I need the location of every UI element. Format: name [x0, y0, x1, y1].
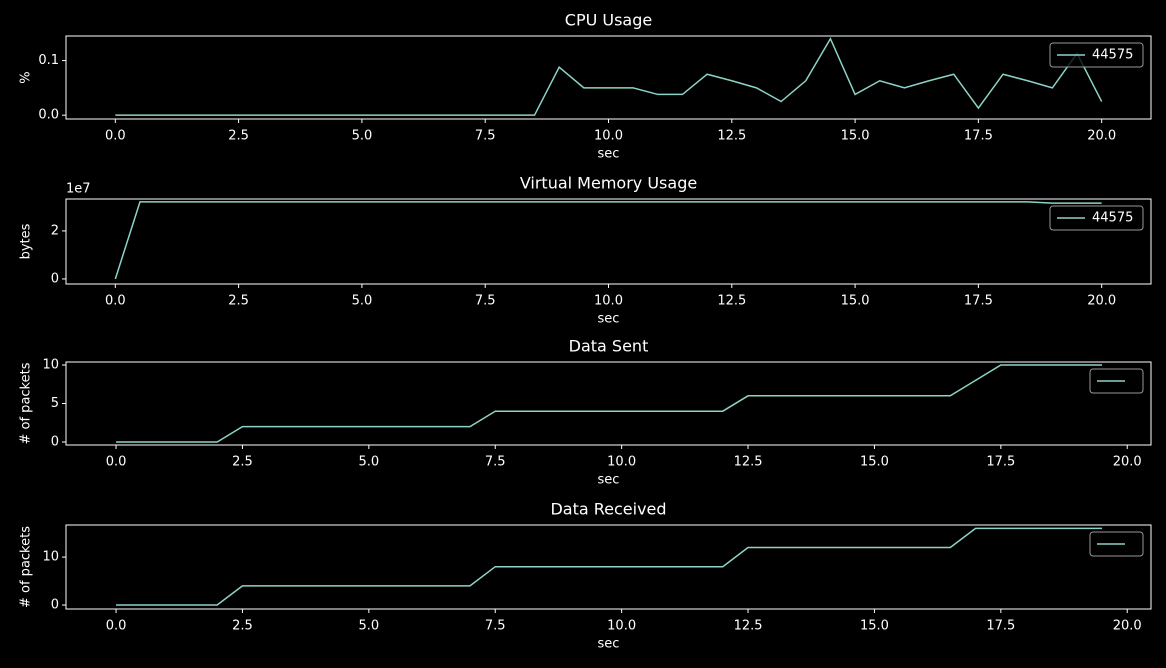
x-axis-label: sec — [598, 637, 620, 652]
data-line — [116, 527, 1102, 606]
y-axis-label: % — [19, 71, 34, 83]
offset-text: 1e7 — [66, 182, 91, 197]
x-tick-label: 2.5 — [232, 619, 253, 634]
x-tick-label: 10.0 — [594, 294, 623, 309]
x-tick-label: 10.0 — [607, 455, 636, 470]
x-tick-label: 5.0 — [352, 129, 373, 144]
y-axis-label: bytes — [19, 223, 34, 259]
y-axis-label: # of packets — [19, 526, 34, 608]
x-tick-label: 0.0 — [105, 129, 126, 144]
x-tick-label: 2.5 — [228, 129, 249, 144]
x-tick-label: 12.5 — [717, 129, 746, 144]
x-tick-label: 17.5 — [986, 619, 1015, 634]
x-axis-label: sec — [598, 312, 620, 327]
x-tick-label: 7.5 — [475, 129, 496, 144]
x-tick-label: 0.0 — [106, 619, 127, 634]
y-tick-label: 10 — [42, 550, 59, 565]
x-tick-label: 15.0 — [841, 129, 870, 144]
legend-label: 44575 — [1092, 48, 1133, 63]
legend-box — [1049, 205, 1144, 231]
x-tick-label: 0.0 — [106, 455, 127, 470]
x-tick-label: 5.0 — [359, 455, 380, 470]
legend-box — [1049, 42, 1144, 68]
chart-title: Virtual Memory Usage — [520, 174, 697, 193]
y-tick-label: 0 — [51, 434, 59, 449]
x-tick-label: 17.5 — [986, 455, 1015, 470]
plot-frame — [65, 361, 1152, 446]
y-tick-label: 2 — [51, 223, 59, 238]
x-tick-label: 20.0 — [1113, 619, 1142, 634]
x-tick-label: 5.0 — [359, 619, 380, 634]
x-tick-label: 5.0 — [352, 294, 373, 309]
y-tick-label: 0.0 — [38, 108, 59, 123]
x-tick-label: 0.0 — [105, 294, 126, 309]
x-tick-label: 15.0 — [860, 619, 889, 634]
x-tick-label: 2.5 — [228, 294, 249, 309]
x-tick-label: 7.5 — [475, 294, 496, 309]
y-tick-label: 5 — [51, 396, 59, 411]
x-tick-label: 20.0 — [1113, 455, 1142, 470]
y-tick-label: 0 — [51, 271, 59, 286]
plot-frame — [65, 35, 1152, 120]
data-line — [115, 37, 1103, 116]
plot-frame — [65, 524, 1152, 610]
x-tick-label: 20.0 — [1087, 129, 1116, 144]
x-tick-label: 20.0 — [1087, 294, 1116, 309]
chart-title: Data Sent — [569, 337, 649, 356]
x-tick-label: 12.5 — [734, 455, 763, 470]
chart-title: Data Received — [550, 500, 666, 519]
x-tick-label: 2.5 — [232, 455, 253, 470]
x-tick-label: 17.5 — [964, 129, 993, 144]
x-tick-label: 12.5 — [734, 619, 763, 634]
x-tick-label: 17.5 — [964, 294, 993, 309]
x-tick-label: 15.0 — [841, 294, 870, 309]
x-tick-label: 7.5 — [485, 619, 506, 634]
plot-frame — [65, 198, 1152, 285]
y-axis-label: # of packets — [19, 362, 34, 444]
legend-label: 44575 — [1092, 211, 1133, 226]
x-axis-label: sec — [598, 473, 620, 488]
x-tick-label: 12.5 — [717, 294, 746, 309]
chart-title: CPU Usage — [565, 11, 652, 30]
x-axis-label: sec — [598, 147, 620, 162]
y-tick-label: 0 — [51, 598, 59, 613]
y-tick-label: 10 — [42, 358, 59, 373]
data-line — [114, 201, 1102, 280]
x-tick-label: 10.0 — [607, 619, 636, 634]
x-tick-label: 15.0 — [860, 455, 889, 470]
y-tick-label: 0.1 — [38, 53, 59, 68]
x-tick-label: 7.5 — [485, 455, 506, 470]
data-line — [116, 364, 1102, 443]
x-tick-label: 10.0 — [594, 129, 623, 144]
